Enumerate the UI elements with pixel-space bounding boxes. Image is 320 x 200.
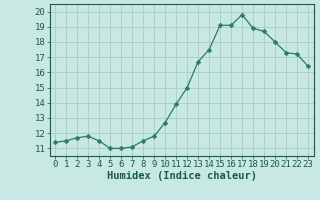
X-axis label: Humidex (Indice chaleur): Humidex (Indice chaleur) [107,171,257,181]
